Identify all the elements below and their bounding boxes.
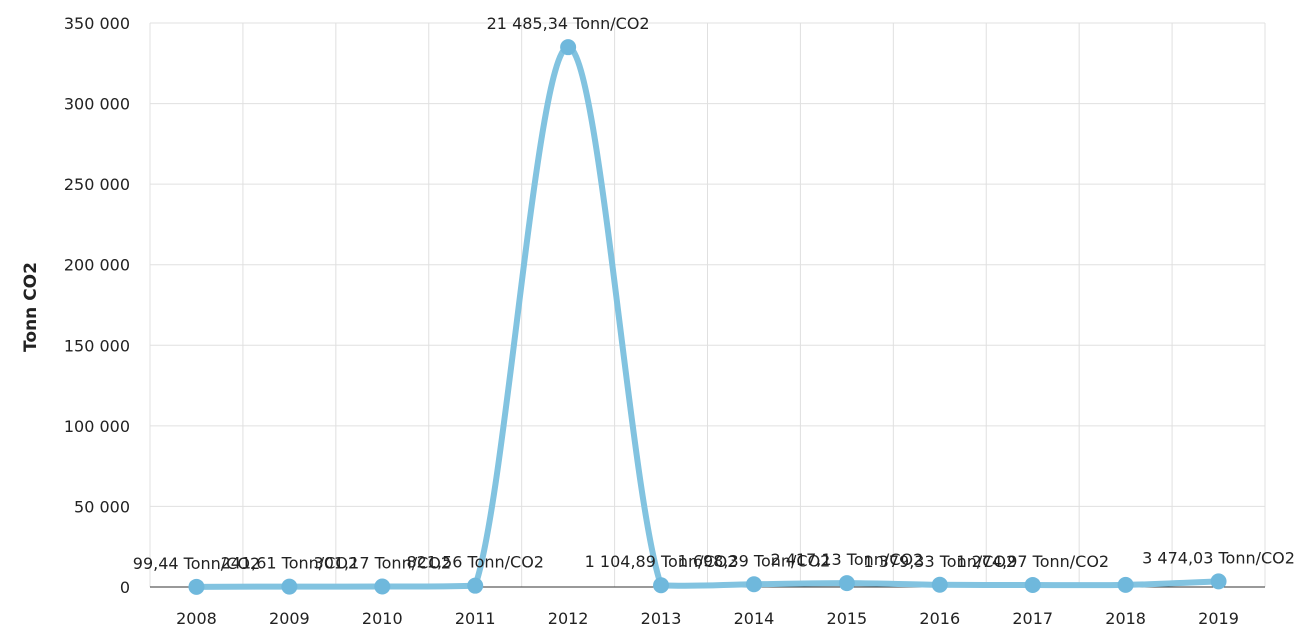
x-tick-label: 2012 (548, 609, 589, 628)
y-tick-label: 100 000 (64, 417, 130, 436)
data-point (1024, 576, 1041, 593)
y-tick-label: 50 000 (74, 497, 130, 516)
x-tick-label: 2013 (641, 609, 682, 628)
data-point (560, 39, 577, 56)
x-tick-label: 2008 (176, 609, 217, 628)
x-tick-label: 2015 (827, 609, 868, 628)
x-tick-label: 2010 (362, 609, 403, 628)
data-point (281, 578, 298, 595)
data-point (374, 578, 391, 595)
data-label: 241,61 Tonn/CO2 (221, 554, 359, 573)
axes: 0 50 000 100 000 150 000 200 000 250 000 300 0… (64, 14, 1265, 628)
x-tick-label: 2016 (919, 609, 960, 628)
data-label: 1 698,39 Tonn/CO2 (678, 551, 831, 570)
y-tick-label: 300 000 (64, 95, 130, 114)
data-label: 3 474,03 Tonn/CO2 (1142, 548, 1295, 567)
data-label: 301,17 Tonn/CO2 (314, 554, 452, 573)
y-tick-label: 200 000 (64, 256, 130, 275)
data-label: 821,56 Tonn/CO2 (406, 553, 544, 572)
data-point (745, 576, 762, 593)
data-point (931, 576, 948, 593)
data-label: 99,44 Tonn/CO2 (133, 554, 260, 573)
y-tick-label: 250 000 (64, 175, 130, 194)
data-point (1210, 573, 1227, 590)
data-point (188, 578, 205, 595)
gridlines (149, 22, 1266, 587)
data-point (653, 577, 670, 594)
y-tick-label: 0 (120, 578, 130, 597)
data-label: 21 485,34 Tonn/CO2 (487, 14, 650, 33)
series-line (193, 44, 1222, 590)
x-tick-label: 2017 (1012, 609, 1053, 628)
x-tick-label: 2018 (1105, 609, 1146, 628)
data-point (467, 577, 484, 594)
data-label: 1 379,33 Tonn/CO2 (863, 552, 1016, 571)
data-label: 1 274,97 Tonn/CO2 (956, 552, 1109, 571)
y-tick-label: 350 000 (64, 14, 130, 33)
series (188, 39, 1227, 595)
data-label: 2 417,13 Tonn/CO2 (770, 550, 923, 569)
y-tick-label: 150 000 (64, 336, 130, 355)
x-tick-label: 2019 (1198, 609, 1239, 628)
x-tick-label: 2014 (734, 609, 775, 628)
y-axis-title: Tonn CO2 (21, 262, 41, 352)
data-point (838, 575, 855, 592)
data-label: 1 104,89 Tonn/CO2 (585, 552, 738, 571)
data-point (1117, 576, 1134, 593)
x-tick-label: 2011 (455, 609, 496, 628)
x-tick-label: 2009 (269, 609, 310, 628)
